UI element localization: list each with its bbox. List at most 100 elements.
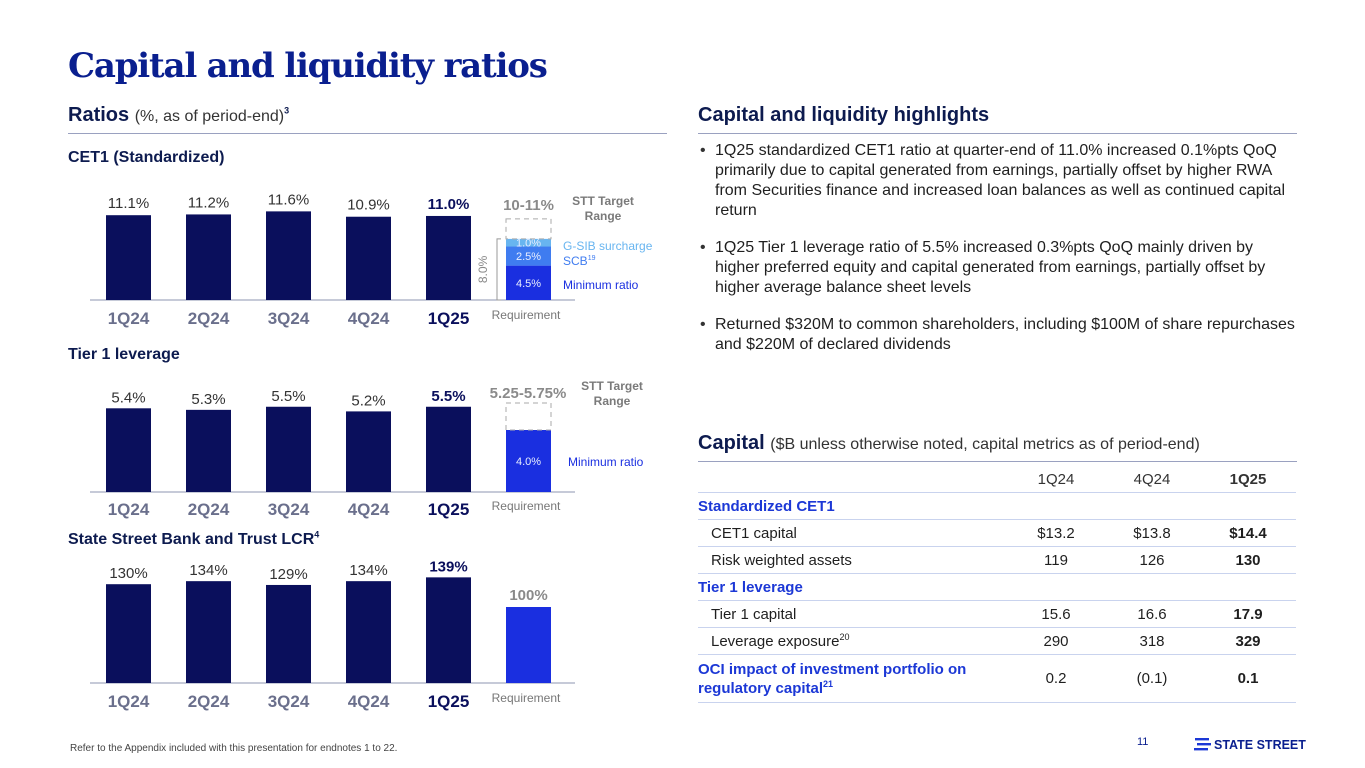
requirement-bar [506, 607, 551, 683]
x-tick-label: 3Q24 [268, 692, 310, 711]
bar-value-label: 5.4% [111, 389, 145, 406]
bar [426, 215, 471, 300]
table-cell: $13.2 [1008, 519, 1104, 547]
bar-value-label: 11.0% [428, 196, 470, 213]
target-range-value: 10-11% [503, 197, 554, 214]
row-label-text: Leverage exposure [711, 632, 840, 650]
legend-scb-endnote: 19 [588, 255, 596, 262]
column-header: 4Q24 [1104, 466, 1200, 493]
table-row: Tier 1 leverage [698, 573, 1296, 601]
bar [426, 406, 471, 492]
segment-label: 4.0% [516, 456, 541, 468]
oci-label-line1: OCI impact of investment portfolio on [698, 660, 967, 678]
bar [186, 214, 231, 300]
requirement-total-label: 8.0% [476, 255, 490, 283]
bar-value-label: 5.3% [191, 391, 225, 408]
x-tick-label: 1Q25 [428, 309, 470, 328]
bar-value-label: 134% [189, 562, 227, 579]
legend-minimum-ratio: Minimum ratio [568, 455, 644, 469]
requirement-value-label: 100% [509, 587, 547, 604]
bar-value-label: 11.1% [108, 195, 149, 212]
requirement-segment [506, 246, 551, 266]
target-range-label: STT Target [572, 194, 634, 208]
ratios-subheading: (%, as of period-end) [134, 108, 285, 125]
row-label: Leverage exposure20 [698, 627, 1008, 655]
logo-text: STATE STREET [1214, 738, 1306, 752]
capital-subheading: ($B unless otherwise noted, capital metr… [770, 436, 1200, 453]
table-cell: $14.4 [1200, 519, 1296, 547]
requirement-label: Requirement [492, 691, 561, 705]
total-bracket [496, 238, 501, 301]
ratios-heading: Ratios (%, as of period-end)3 [68, 104, 289, 127]
ratios-heading-label: Ratios [68, 104, 130, 126]
lcr-chart-title-text: State Street Bank and Trust LCR [68, 531, 315, 548]
ratio-charts: 11.1% 1Q24 11.2% 2Q24 11.6% 3Q24 10.9% 4Q24 11.0… [90, 191, 653, 711]
endnote: 21 [823, 678, 834, 689]
bar-value-label: 139% [429, 558, 467, 575]
table-cell: 329 [1200, 627, 1296, 655]
table-row: Tier 1 capital 15.6 16.6 17.9 [698, 600, 1296, 628]
group-label: Standardized CET1 [698, 492, 1296, 520]
page-title: Capital and liquidity ratios [68, 46, 548, 86]
state-street-logo: STATE STREET [1194, 735, 1309, 758]
table-cell: $13.8 [1104, 519, 1200, 547]
target-range-label: STT Target [581, 379, 643, 393]
bar-value-label: 5.5% [271, 388, 305, 405]
bar [266, 584, 311, 683]
table-row: CET1 capital $13.2 $13.8 $14.4 [698, 519, 1296, 547]
bar-value-label: 5.2% [351, 392, 385, 409]
table-cell: 290 [1008, 627, 1104, 655]
requirement-label: Requirement [492, 499, 561, 513]
highlight-bullet: 1Q25 standardized CET1 ratio at quarter-… [698, 141, 1298, 221]
capital-heading: Capital ($B unless otherwise noted, capi… [698, 432, 1200, 455]
capital-heading-label: Capital [698, 432, 765, 454]
x-tick-label: 1Q25 [428, 500, 470, 519]
segment-label: 4.5% [516, 278, 541, 290]
row-label: Tier 1 capital [698, 600, 1008, 628]
tier1-chart-title: Tier 1 leverage [68, 346, 180, 363]
x-tick-label: 4Q24 [348, 692, 390, 711]
table-cell: (0.1) [1104, 654, 1200, 703]
target-range-label: Range [594, 394, 631, 408]
table-cell: 130 [1200, 546, 1296, 574]
segment-label: 1.0% [516, 238, 541, 250]
ratios-divider [68, 133, 667, 134]
table-row: Leverage exposure20 290 318 329 [698, 627, 1296, 655]
page-number: 11 [1137, 736, 1149, 748]
target-range-box [505, 402, 552, 431]
row-label: Risk weighted assets [698, 546, 1008, 574]
bar [346, 216, 391, 300]
table-cell: 15.6 [1008, 600, 1104, 628]
highlights-list: 1Q25 standardized CET1 ratio at quarter-… [698, 141, 1298, 372]
x-tick-label: 1Q24 [108, 309, 150, 328]
bar [186, 581, 231, 683]
column-header: 1Q24 [1008, 466, 1104, 493]
highlights-heading: Capital and liquidity highlights [698, 104, 990, 126]
lcr-endnote: 4 [314, 529, 320, 540]
capital-divider [698, 461, 1297, 462]
table-cell: 16.6 [1104, 600, 1200, 628]
table-row: Risk weighted assets 119 126 130 [698, 546, 1296, 574]
row-label: CET1 capital [698, 519, 1008, 547]
table-cell: 0.2 [1008, 654, 1104, 703]
column-header: 1Q25 [1200, 466, 1296, 493]
requirement-segment [506, 238, 551, 247]
group-label: OCI impact of investment portfolio on reg… [698, 654, 1008, 703]
oci-label-line2: regulatory capital [698, 679, 824, 697]
logo-mark: STATE STREET [1194, 738, 1306, 752]
legend-scb: SCB19 [563, 254, 596, 268]
highlight-bullet: 1Q25 Tier 1 leverage ratio of 5.5% incre… [698, 238, 1298, 298]
bar [346, 581, 391, 683]
bar [186, 409, 231, 492]
x-tick-label: 2Q24 [188, 500, 230, 519]
highlight-bullet: Returned $320M to common shareholders, i… [698, 315, 1298, 355]
cet1-chart-title: CET1 (Standardized) [68, 149, 225, 166]
table-cell: 126 [1104, 546, 1200, 574]
footnote: Refer to the Appendix included with this… [70, 743, 398, 754]
x-tick-label: 1Q25 [428, 692, 470, 711]
bar-value-label: 11.6% [268, 191, 309, 208]
table-cell: 0.1 [1200, 654, 1296, 703]
ratios-endnote: 3 [284, 105, 290, 116]
target-range-label: Range [585, 209, 622, 223]
highlights-divider [698, 133, 1297, 134]
